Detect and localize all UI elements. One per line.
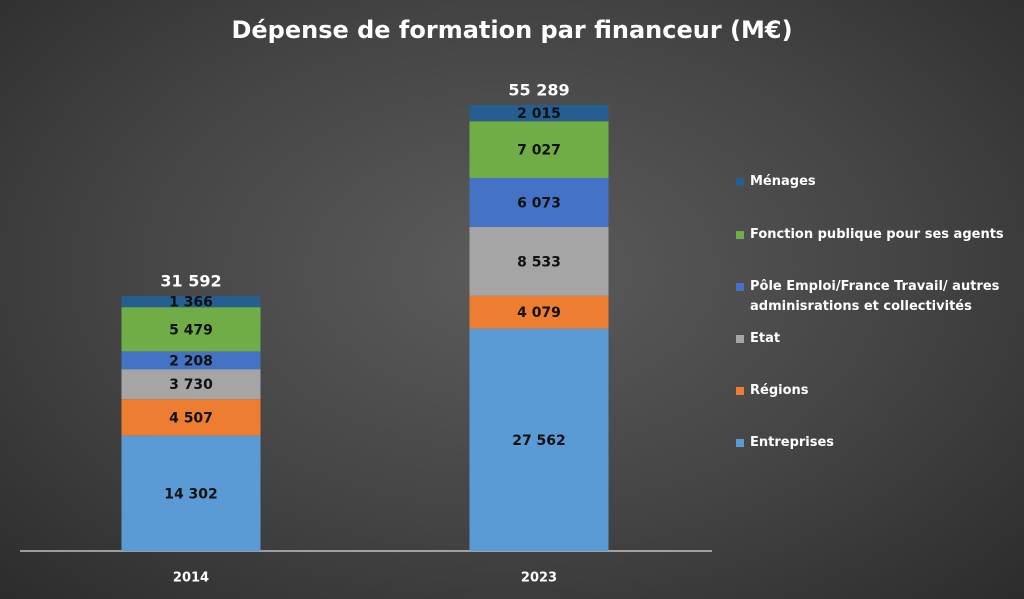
legend-item: Etat [736,329,1011,349]
legend-swatch [736,283,744,291]
legend-label: Etat [750,331,781,346]
legend-swatch [736,335,744,343]
bar-segment [469,328,609,551]
legend-swatch [736,387,744,395]
bar-segment [469,226,609,296]
bar-segment [121,369,261,400]
value-label: 5 479 [169,322,213,338]
legend-item: Entreprises [736,433,1011,453]
bar-segment [469,121,609,178]
value-label: 4 507 [169,410,213,426]
bar-segment [469,177,609,227]
value-label: 2 015 [517,106,561,122]
bar-segment [469,295,609,329]
value-label: 1 366 [169,295,213,311]
legend-item: Fonction publique pour ses agents [736,225,1011,245]
value-label: 8 533 [517,254,561,270]
legend-label: Pôle Emploi/France Travail/ autres admin… [750,279,1000,314]
value-label: 6 073 [517,195,561,211]
x-tick-label: 2023 [521,571,557,586]
value-label: 4 079 [517,305,561,321]
bar-segment [121,435,261,551]
value-label: 27 562 [512,433,566,449]
total-label: 55 289 [508,81,569,100]
value-label: 3 730 [169,377,213,393]
legend-item: Ménages [736,172,1011,192]
legend-label: Fonction publique pour ses agents [750,227,1004,242]
total-label: 31 592 [160,272,221,291]
legend-label: Entreprises [750,435,835,450]
legend-label: Ménages [750,174,816,189]
bar-segment [121,399,261,436]
legend-item: Régions [736,381,1011,401]
legend-label: Régions [750,383,809,398]
legend-swatch [736,178,744,186]
legend-swatch [736,439,744,447]
legend-item: Pôle Emploi/France Travail/ autres admin… [736,277,1011,317]
bar-segment [121,351,261,370]
value-label: 14 302 [164,486,218,502]
value-label: 2 208 [169,353,213,369]
bar-segment [469,105,609,122]
legend-swatch [736,231,744,239]
x-tick-label: 2014 [173,571,209,586]
chart-title: Dépense de formation par financeur (M€) [231,16,792,44]
bar-segment [121,296,261,308]
value-label: 7 027 [517,143,561,159]
bar-segment [121,307,261,352]
